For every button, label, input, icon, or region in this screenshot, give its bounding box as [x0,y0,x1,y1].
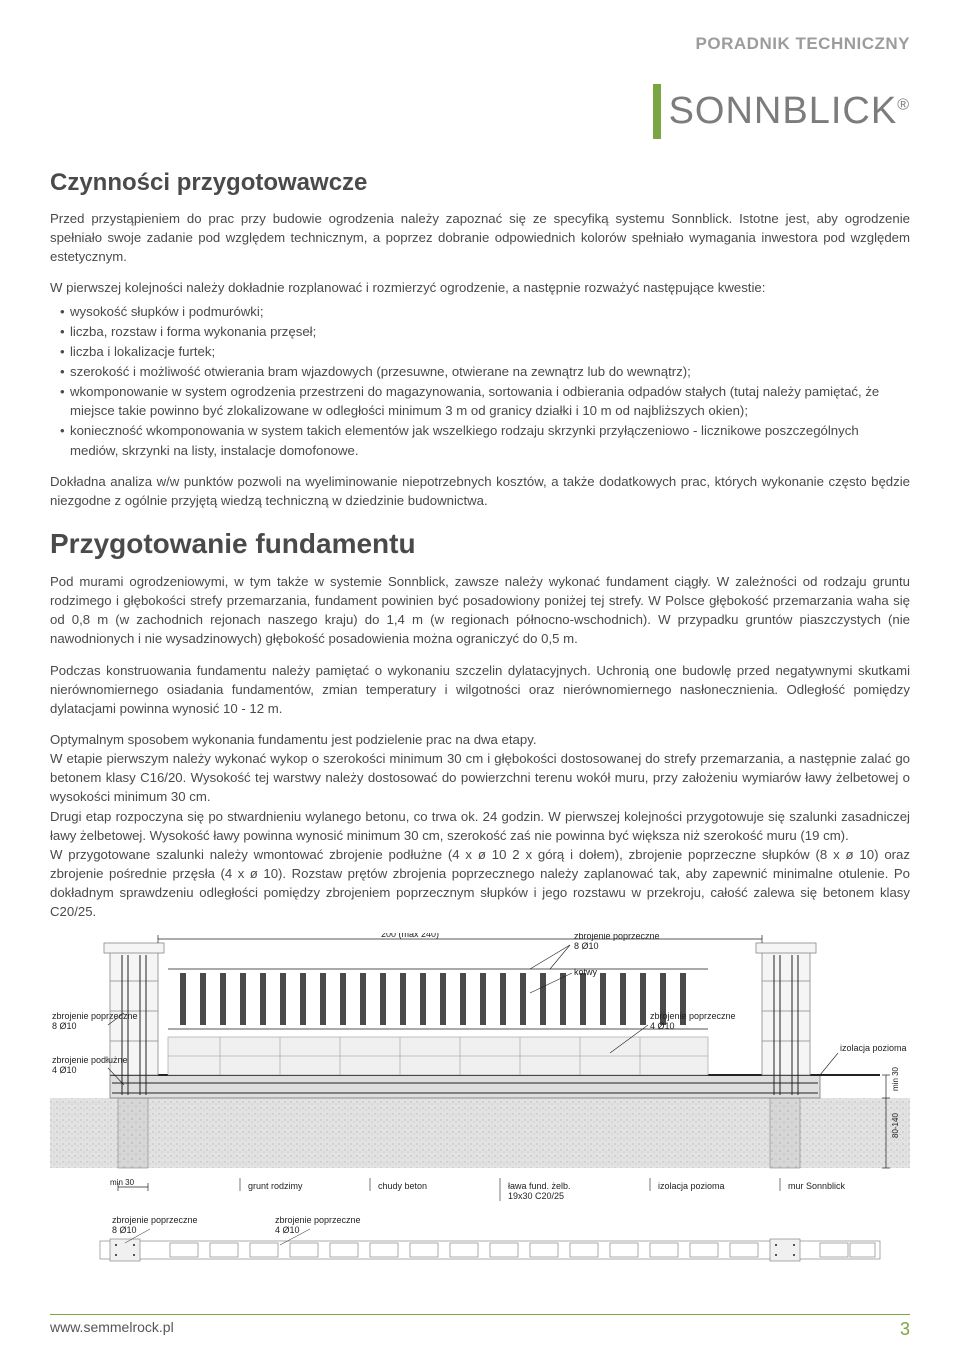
plan-rebar4b: 4 Ø10 [275,1225,300,1235]
diagram-svg: 200 (max 240) zbrojenie poprzeczne 8 Ø10… [50,933,910,1263]
legend-wall: mur Sonnblick [788,1181,846,1191]
section1-p2: W pierwszej kolejności należy dokładnie … [50,278,910,297]
diagram-rebar4-mid: zbrojenie poprzeczne [650,1011,736,1021]
legend-footing2: 19x30 C20/25 [508,1191,564,1201]
section2-p3: Optymalnym sposobem wykonania fundamentu… [50,730,910,749]
section2-p2: Podczas konstruowania fundamentu należy … [50,661,910,718]
diagram-rebar-long: zbrojenie podłużne [52,1055,128,1065]
list-item: szerokość i możliwość otwierania bram wj… [60,362,910,381]
section1-bullets: wysokość słupków i podmurówki; liczba, r… [50,302,910,460]
list-item: wkomponowanie w system ogrodzenia przest… [60,382,910,420]
list-item: wysokość słupków i podmurówki; [60,302,910,321]
diagram-rebar8-top: zbrojenie poprzeczne [574,933,660,941]
legend-soil: grunt rodzimy [248,1181,303,1191]
footer-page-number: 3 [900,1319,910,1340]
header-category: PORADNIK TECHNICZNY [50,34,910,54]
foundation-diagram: 200 (max 240) zbrojenie poprzeczne 8 Ø10… [50,933,910,1268]
diagram-min30: min 30 [891,1067,900,1092]
section2-p6: W przygotowane szalunki należy wmontować… [50,845,910,922]
page-footer: www.semmelrock.pl 3 [50,1314,910,1340]
brand-registered: ® [897,96,910,113]
list-item: liczba i lokalizacje furtek; [60,342,910,361]
brand-accent-bar [653,84,661,139]
diagram-anchors: kotwy [574,967,598,977]
diagram-min30b: min 30 [110,1178,135,1187]
legend-lean: chudy beton [378,1181,427,1191]
diagram-iso-h: izolacja pozioma [840,1043,907,1053]
section2-p5: Drugi etap rozpoczyna się po stwardnieni… [50,807,910,845]
section2-p1: Pod murami ogrodzeniowymi, w tym także w… [50,572,910,649]
plan-rebar8: zbrojenie poprzeczne [112,1215,198,1225]
plan-rebar8b: 8 Ø10 [112,1225,137,1235]
brand-name: SONNBLICK® [669,90,910,133]
section1-title: Czynności przygotowawcze [50,169,910,197]
footer-url: www.semmelrock.pl [50,1319,174,1340]
diagram-rebar8-left2: 8 Ø10 [52,1021,77,1031]
diagram-rebar-long2: 4 Ø10 [52,1065,77,1075]
brand-logo: SONNBLICK® [50,84,910,139]
brand-name-text: SONNBLICK [669,90,898,132]
section1-p3: Dokładna analiza w/w punktów pozwoli na … [50,472,910,510]
section2-title: Przygotowanie fundamentu [50,528,910,560]
diagram-rebar8-left: zbrojenie poprzeczne [52,1011,138,1021]
legend-iso: izolacja pozioma [658,1181,725,1191]
diagram-span-label: 200 (max 240) [381,933,439,939]
section2-p4: W etapie pierwszym należy wykonać wykop … [50,749,910,806]
legend-footing1: ława fund. żelb. [508,1181,571,1191]
diagram-rebar4-mid2: 4 Ø10 [650,1021,675,1031]
plan-rebar4: zbrojenie poprzeczne [275,1215,361,1225]
list-item: konieczność wkomponowania w system takic… [60,421,910,459]
section1-p1: Przed przystąpieniem do prac przy budowi… [50,209,910,266]
diagram-depth: 80-140 [891,1113,900,1138]
list-item: liczba, rozstaw i forma wykonania przęse… [60,322,910,341]
diagram-rebar8-top2: 8 Ø10 [574,941,599,951]
